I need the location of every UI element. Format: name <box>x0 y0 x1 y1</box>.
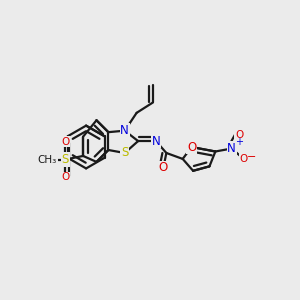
Text: O: O <box>159 161 168 174</box>
Text: O: O <box>235 130 243 140</box>
Text: O: O <box>239 154 248 164</box>
Text: S: S <box>61 153 69 166</box>
Text: −: − <box>247 152 256 162</box>
Text: N: N <box>227 142 236 155</box>
Text: +: + <box>235 137 243 147</box>
Text: CH₃: CH₃ <box>38 154 57 164</box>
Text: O: O <box>61 137 69 147</box>
Text: O: O <box>187 140 196 154</box>
Text: S: S <box>121 146 128 160</box>
Text: N: N <box>152 135 160 148</box>
Text: N: N <box>120 124 129 137</box>
Text: O: O <box>61 172 69 182</box>
